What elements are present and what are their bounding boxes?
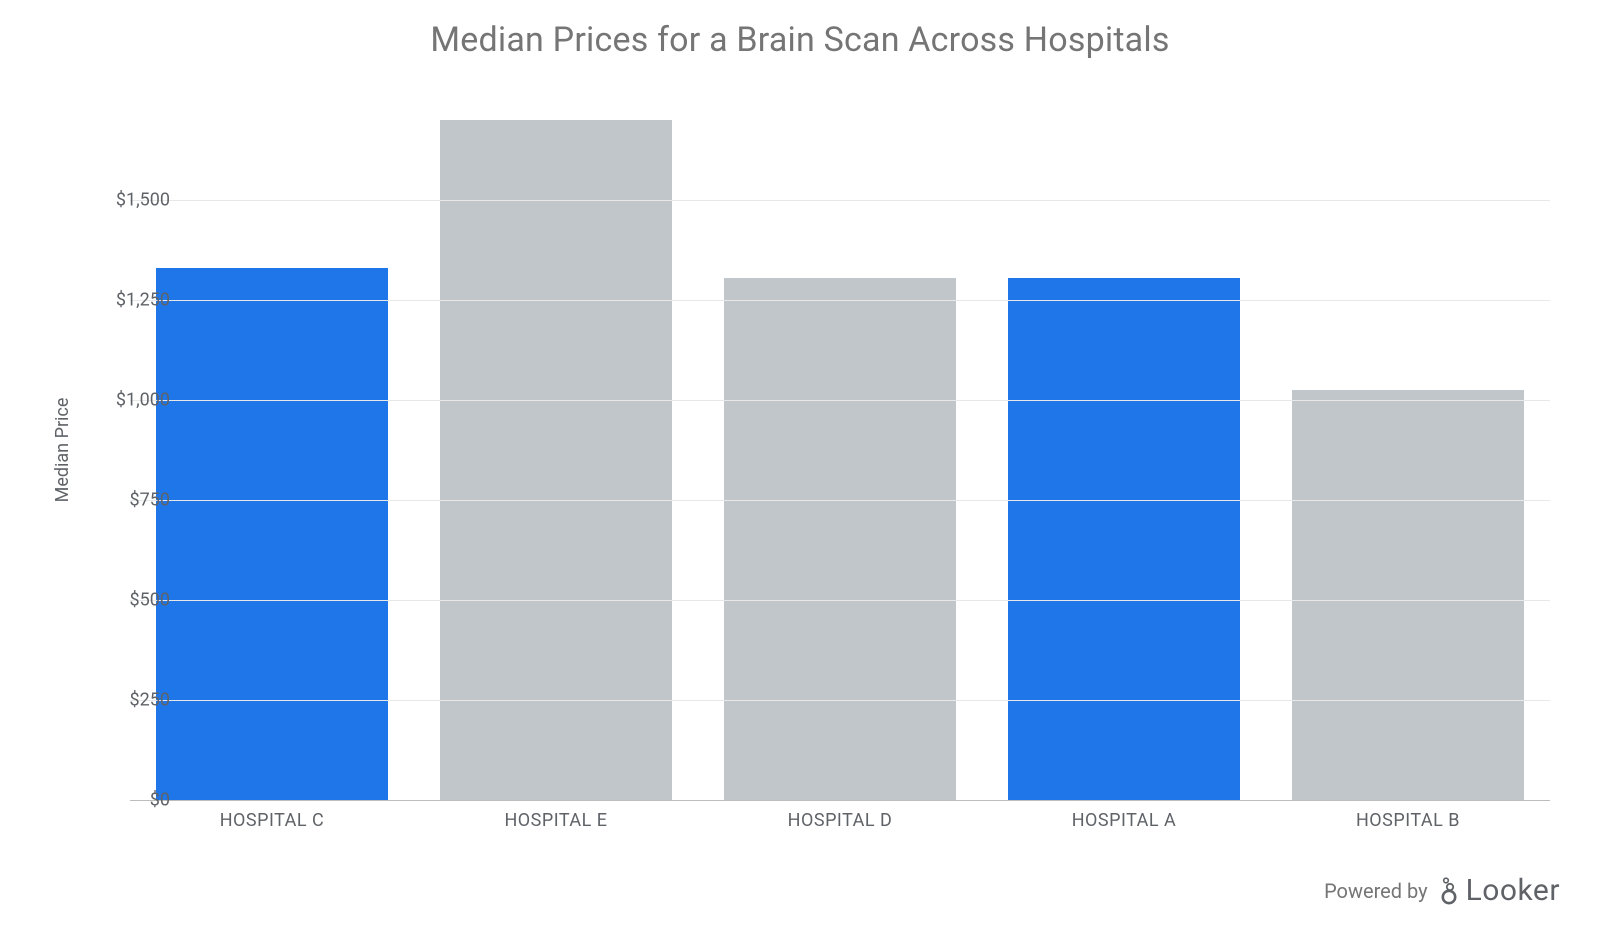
bar-slot	[1266, 100, 1550, 800]
x-axis-labels: HOSPITAL CHOSPITAL EHOSPITAL DHOSPITAL A…	[130, 810, 1550, 831]
bar	[1008, 278, 1241, 800]
plot-area	[130, 100, 1550, 800]
chart-title: Median Prices for a Brain Scan Across Ho…	[0, 20, 1600, 60]
y-axis-label: Median Price	[52, 398, 73, 503]
bar-slot	[130, 100, 414, 800]
y-tick-label: $500	[70, 590, 170, 611]
gridline	[130, 300, 1550, 301]
y-tick-label: $0	[70, 790, 170, 811]
looker-brand-text: Looker	[1466, 873, 1560, 908]
x-tick-label: HOSPITAL C	[130, 810, 414, 831]
gridline	[130, 400, 1550, 401]
bars-container	[130, 100, 1550, 800]
looker-brand: Looker	[1438, 873, 1560, 908]
bar	[1292, 390, 1525, 800]
chart-container: Median Prices for a Brain Scan Across Ho…	[0, 0, 1600, 930]
bar	[156, 268, 389, 800]
bar	[440, 120, 673, 800]
bar	[724, 278, 957, 800]
looker-icon	[1438, 877, 1460, 905]
gridline	[130, 700, 1550, 701]
y-tick-label: $250	[70, 690, 170, 711]
chart-footer: Powered by Looker	[1324, 873, 1560, 908]
powered-by-text: Powered by	[1324, 879, 1428, 903]
x-tick-label: HOSPITAL B	[1266, 810, 1550, 831]
gridline	[130, 600, 1550, 601]
bar-slot	[982, 100, 1266, 800]
y-tick-label: $1,000	[70, 390, 170, 411]
bar-slot	[698, 100, 982, 800]
y-tick-label: $1,250	[70, 290, 170, 311]
x-tick-label: HOSPITAL A	[982, 810, 1266, 831]
bar-slot	[414, 100, 698, 800]
y-tick-label: $750	[70, 490, 170, 511]
x-tick-label: HOSPITAL E	[414, 810, 698, 831]
gridline	[130, 800, 1550, 801]
y-tick-label: $1,500	[70, 190, 170, 211]
gridline	[130, 500, 1550, 501]
gridline	[130, 200, 1550, 201]
x-tick-label: HOSPITAL D	[698, 810, 982, 831]
